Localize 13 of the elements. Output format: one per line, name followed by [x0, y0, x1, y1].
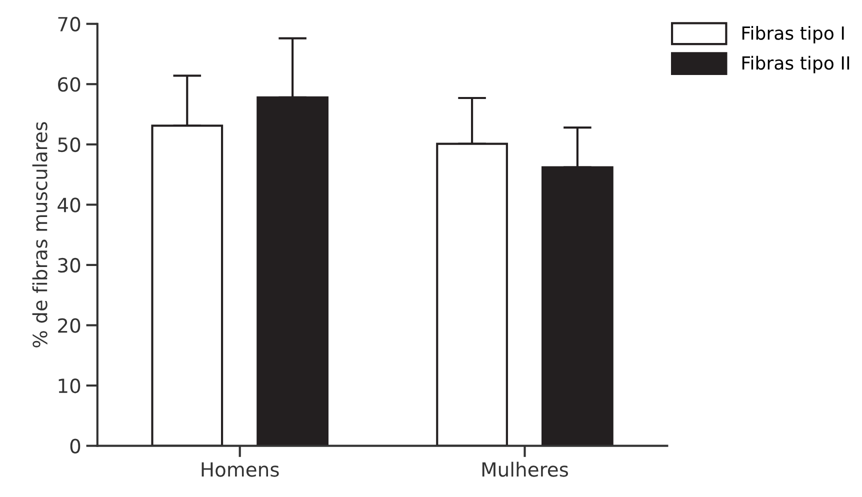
- y-tick-label: 60: [58, 77, 80, 92]
- y-tick-label: 40: [58, 198, 80, 212]
- legend-label: Fibras tipo II: [742, 56, 850, 74]
- x-tick-label: Homens: [202, 462, 279, 477]
- y-tick-label: 50: [58, 137, 80, 152]
- y-tick-label: 10: [58, 378, 80, 394]
- y-tick-label: 30: [58, 258, 80, 273]
- y-tick-label: 20: [58, 318, 80, 333]
- y-axis-title: % de fibras musculares: [32, 122, 48, 348]
- legend-label: Fibras tipo I: [742, 26, 844, 44]
- x-tick-label: Mulheres: [482, 462, 568, 477]
- y-tick-label: 0: [70, 438, 80, 454]
- y-tick-label: 70: [58, 16, 80, 32]
